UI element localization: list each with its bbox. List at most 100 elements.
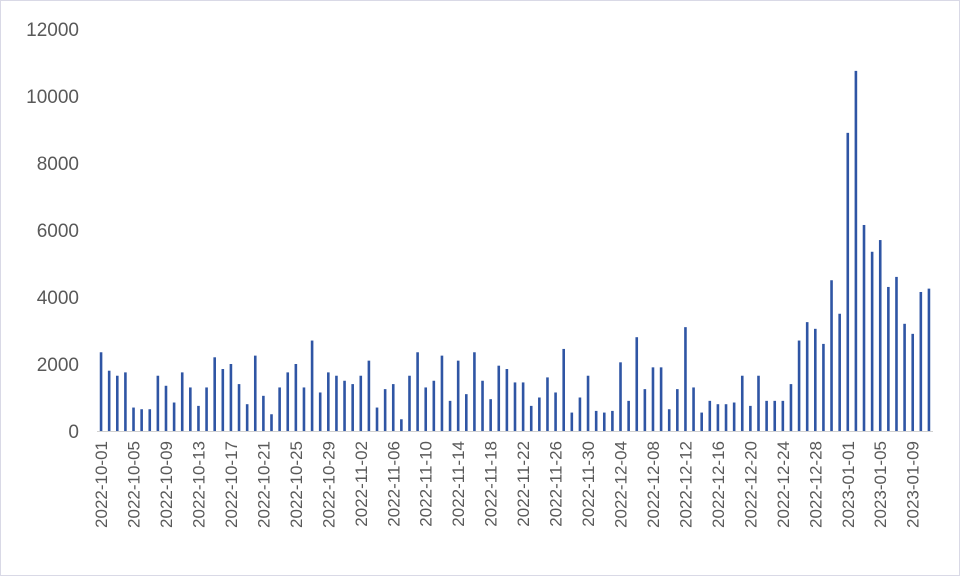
bar-2022-11-21 xyxy=(513,382,517,431)
bar-2022-12-09 xyxy=(659,367,663,431)
bar-2022-12-12 xyxy=(684,327,687,431)
y-tick-label: 6000 xyxy=(37,221,79,242)
bar-2022-11-17 xyxy=(481,380,484,431)
bar-2022-10-30 xyxy=(335,375,338,431)
bar-2022-12-05 xyxy=(627,400,630,431)
bar-2023-01-11 xyxy=(927,288,931,432)
bar-2022-10-18 xyxy=(237,384,241,431)
bar-2022-10-27 xyxy=(310,340,314,431)
bar-2022-12-29 xyxy=(822,343,825,431)
y-tick-label: 10000 xyxy=(26,87,79,108)
bar-2022-10-19 xyxy=(245,404,249,431)
x-tick-label: 2022-11-18 xyxy=(482,441,501,527)
y-tick-label: 4000 xyxy=(37,288,79,309)
x-tick-label: 2022-11-30 xyxy=(579,441,598,527)
bar-2022-11-02 xyxy=(359,375,363,431)
bar-2022-11-12 xyxy=(440,355,444,432)
x-tick-label: 2023-01-05 xyxy=(871,441,890,528)
bar-2022-10-08 xyxy=(156,375,160,431)
bar-2022-10-12 xyxy=(189,387,192,431)
bar-2022-10-21 xyxy=(262,395,265,431)
x-tick-label: 2022-11-22 xyxy=(514,441,533,527)
bar-2023-01-02 xyxy=(854,70,858,432)
bar-2022-12-17 xyxy=(724,404,728,431)
bar-2022-12-21 xyxy=(757,375,760,431)
bar-2022-11-08 xyxy=(408,375,411,431)
x-tick-label: 2022-11-14 xyxy=(449,441,468,527)
bar-2022-10-02 xyxy=(107,370,111,431)
bar-2022-11-10 xyxy=(424,387,428,431)
bar-2022-11-30 xyxy=(586,375,590,431)
bar-2022-10-09 xyxy=(164,385,168,431)
x-tick-label: 2022-12-24 xyxy=(774,441,793,528)
x-tick-label: 2022-11-06 xyxy=(384,441,403,527)
y-tick-label: 12000 xyxy=(26,20,79,41)
x-tick-label: 2022-12-12 xyxy=(676,441,695,528)
bar-2022-10-01 xyxy=(99,352,103,431)
bar-2022-10-11 xyxy=(180,372,184,432)
bar-2022-12-23 xyxy=(773,400,777,431)
bar-2022-11-09 xyxy=(416,352,419,431)
x-tick-label: 2022-10-25 xyxy=(287,441,306,528)
bar-2022-11-07 xyxy=(400,419,403,431)
bar-2022-12-11 xyxy=(676,389,679,432)
bar-2022-12-30 xyxy=(830,280,833,431)
bar-2023-01-01 xyxy=(846,132,850,431)
bar-2022-11-04 xyxy=(375,407,379,431)
bar-2023-01-10 xyxy=(919,291,923,431)
bar-2023-01-04 xyxy=(870,251,874,431)
x-tick-label: 2022-11-10 xyxy=(417,441,436,527)
bar-2023-01-06 xyxy=(887,286,890,431)
bars xyxy=(99,70,931,432)
bar-2022-12-08 xyxy=(651,367,655,431)
bar-2022-10-16 xyxy=(221,369,225,431)
bar-2022-10-06 xyxy=(140,409,143,431)
bar-2022-10-13 xyxy=(197,405,200,432)
bar-2022-12-15 xyxy=(708,400,712,431)
x-tick-label: 2022-12-28 xyxy=(806,441,825,528)
bar-2022-10-23 xyxy=(278,387,281,431)
bar-2022-11-27 xyxy=(562,348,565,431)
bar-2022-11-20 xyxy=(505,369,509,431)
bar-2022-11-03 xyxy=(367,360,371,431)
x-tick-label: 2023-01-09 xyxy=(904,441,923,528)
x-tick-label: 2022-10-09 xyxy=(157,441,176,528)
bar-2022-12-02 xyxy=(602,412,606,431)
bar-2023-01-05 xyxy=(878,240,882,431)
bar-2022-11-16 xyxy=(473,352,476,431)
bar-2022-12-01 xyxy=(594,410,598,431)
x-tick-label: 2022-11-02 xyxy=(352,441,371,527)
bar-2022-12-24 xyxy=(781,400,785,431)
bar-2022-12-18 xyxy=(732,402,736,431)
bar-2022-10-03 xyxy=(115,375,119,431)
x-tick-label: 2022-10-05 xyxy=(125,441,144,528)
bar-2022-10-24 xyxy=(286,372,290,432)
bar-2022-12-10 xyxy=(667,409,671,431)
bar-2022-12-31 xyxy=(838,313,841,431)
bar-2022-11-15 xyxy=(465,394,468,431)
y-tick-label: 0 xyxy=(68,422,79,443)
bar-2022-12-07 xyxy=(643,389,647,432)
bar-2022-10-05 xyxy=(132,407,135,431)
bar-2022-11-11 xyxy=(432,380,436,431)
bar-2022-11-05 xyxy=(383,389,387,432)
bar-2023-01-03 xyxy=(862,224,866,431)
x-tick-label: 2022-11-26 xyxy=(547,441,566,527)
bar-2022-11-22 xyxy=(521,382,525,431)
bar-2022-12-13 xyxy=(692,387,695,431)
bar-2022-11-14 xyxy=(456,360,460,431)
bar-2022-10-04 xyxy=(124,372,127,432)
bar-2022-10-22 xyxy=(270,414,273,431)
bar-2022-11-26 xyxy=(554,392,557,431)
bar-2022-12-06 xyxy=(635,337,639,431)
bar-2022-10-26 xyxy=(302,387,306,431)
bar-2022-12-03 xyxy=(611,410,614,431)
x-tick-label: 2022-12-16 xyxy=(709,441,728,528)
bar-2022-12-19 xyxy=(740,375,744,431)
bar-2022-11-19 xyxy=(497,365,501,431)
bar-2022-12-27 xyxy=(805,322,809,432)
x-tick-label: 2022-10-29 xyxy=(319,441,338,528)
bar-2022-11-23 xyxy=(529,405,533,432)
